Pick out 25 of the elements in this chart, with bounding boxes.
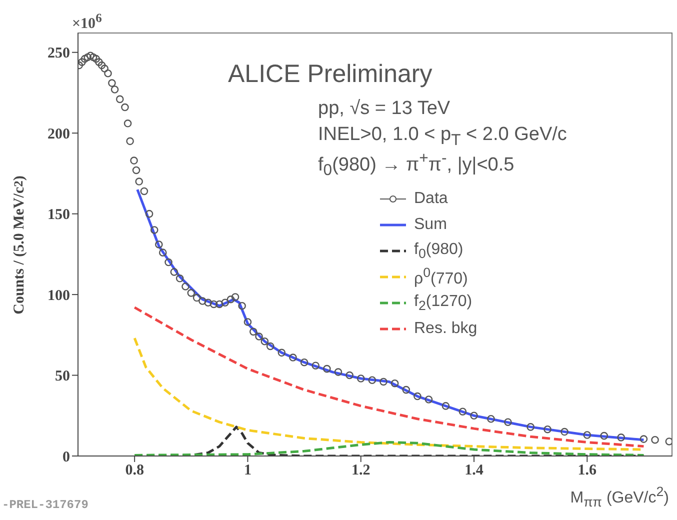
legend-label: ρ$^{0}$(770) <box>414 265 468 289</box>
text: ALICE Preliminary <box>228 60 432 89</box>
text: -PREL-317679 <box>2 498 88 512</box>
y-tick-label: 250 <box>48 46 70 62</box>
x-tick-label: 1.2 <box>351 462 370 479</box>
y-tick-label: 0 <box>62 449 70 466</box>
y-tick-label: 150 <box>48 207 70 224</box>
y-tick-label: 50 <box>55 368 70 385</box>
x-tick-label: 0.8 <box>125 462 144 479</box>
legend-label: Res. bkg <box>414 320 478 338</box>
y-tick-label: 200 <box>48 126 70 142</box>
legend-label: f$_{0}$(980) <box>414 240 464 262</box>
annotation: INEL>0, 1.0 < p$_{T}$ < 2.0 GeV/c <box>318 124 567 150</box>
text: ×10$^{6}$ <box>72 11 102 33</box>
annotation: f$_{0}$(980) → π$^{+}$π$^{-}$, |y|<0.5 <box>318 150 514 180</box>
x-tick-label: 1.6 <box>578 462 598 479</box>
legend-label: Data <box>414 190 448 208</box>
y-tick-label: 100 <box>48 288 70 304</box>
legend-label: Sum <box>414 216 447 234</box>
x-tick-label: 1 <box>244 462 252 479</box>
x-tick-label: 1.4 <box>464 462 484 479</box>
legend-label: f$_{2}$(1270) <box>414 292 472 314</box>
line-series <box>133 441 645 456</box>
x-axis-title: M$_{ππ}$ (GeV/c$^{2}$) <box>570 483 669 512</box>
annotation: pp, √s = 13 TeV <box>318 98 450 120</box>
